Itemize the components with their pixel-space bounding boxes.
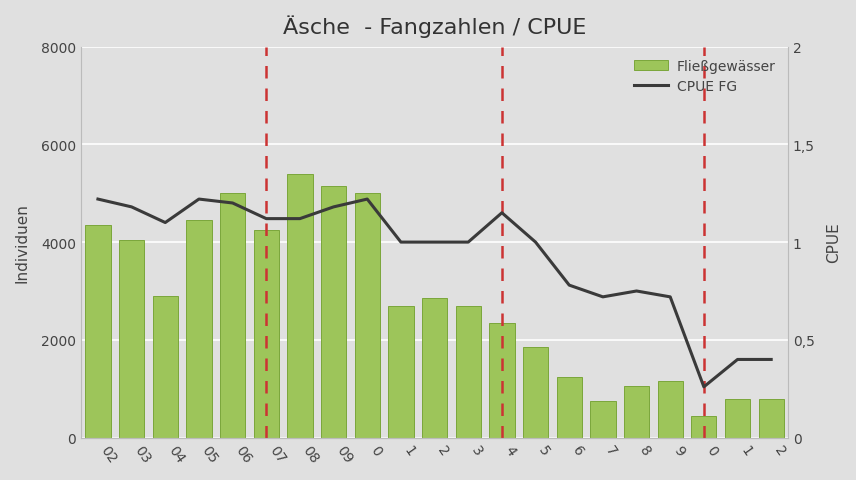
Bar [389, 306, 413, 438]
Title: Äsche  - Fangzahlen / CPUE: Äsche - Fangzahlen / CPUE [282, 15, 586, 37]
Bar [288, 174, 312, 438]
Bar [692, 416, 716, 438]
Bar [119, 240, 144, 438]
Bar [187, 221, 211, 438]
Bar [490, 323, 514, 438]
Bar [758, 399, 784, 438]
Bar [657, 382, 683, 438]
Bar [220, 194, 245, 438]
Y-axis label: Individuen: Individuen [15, 203, 30, 282]
Bar [152, 296, 178, 438]
Bar [624, 386, 649, 438]
Bar [321, 186, 346, 438]
Bar [556, 377, 582, 438]
Bar [354, 194, 380, 438]
Bar [86, 226, 110, 438]
Legend: Fließgewässer, CPUE FG: Fließgewässer, CPUE FG [628, 54, 781, 99]
Bar [725, 399, 750, 438]
Y-axis label: CPUE: CPUE [826, 222, 841, 263]
Bar [591, 401, 615, 438]
Bar [455, 306, 481, 438]
Bar [253, 230, 279, 438]
Bar [422, 299, 447, 438]
Bar [523, 348, 548, 438]
